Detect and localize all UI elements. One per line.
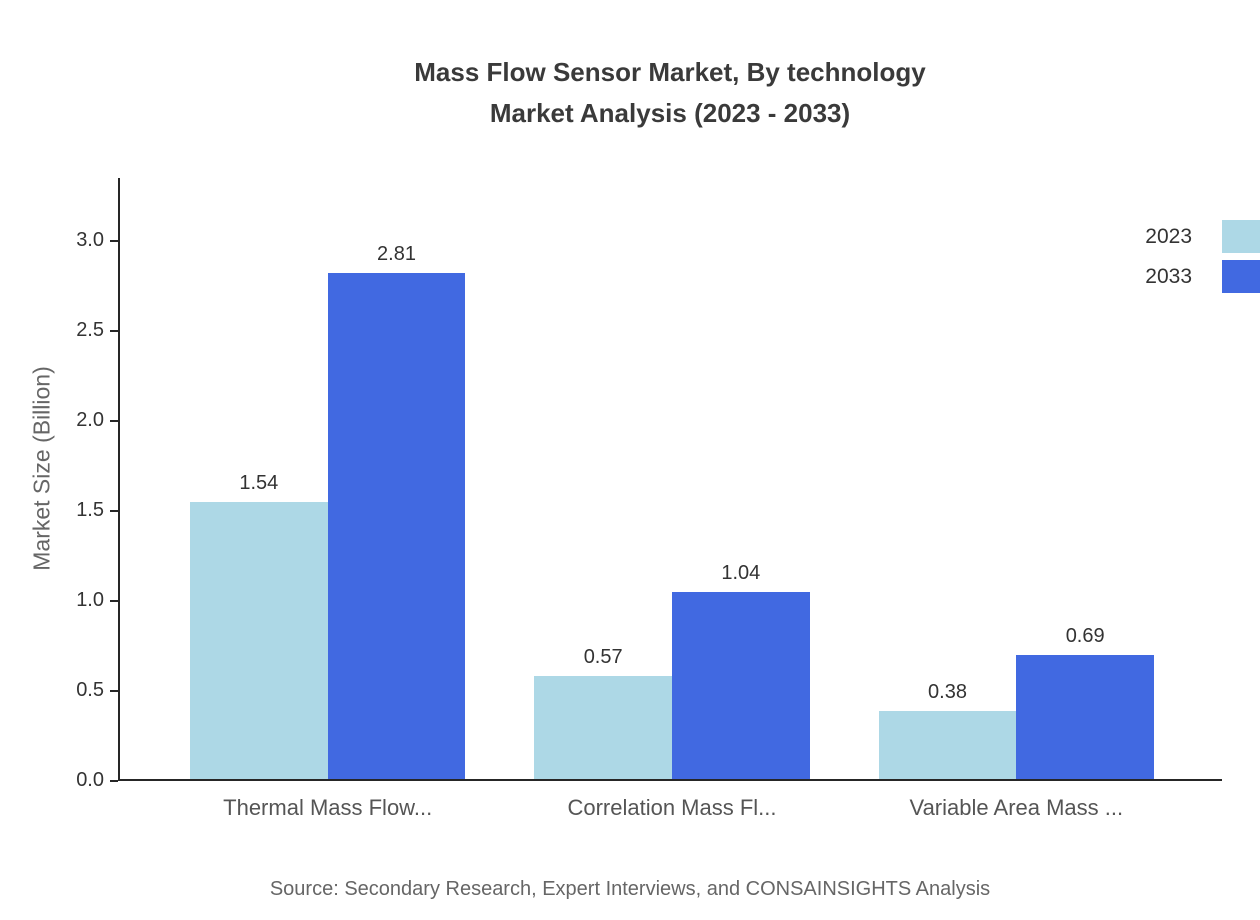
chart-title-line1: Mass Flow Sensor Market, By technology [414, 57, 926, 87]
legend-item-2023: 2023 [1145, 220, 1260, 253]
bar-value-label: 1.54 [239, 471, 279, 494]
bar-value-label: 0.69 [1065, 624, 1105, 647]
legend-label: 2023 [1145, 224, 1192, 248]
y-tick-label: 2.0 [76, 409, 104, 431]
y-tick-label: 1.5 [76, 499, 104, 521]
y-tick-mark [110, 240, 118, 242]
bar-2033-category-2 [1016, 654, 1154, 779]
chart-title: Mass Flow Sensor Market, By technology M… [80, 52, 1260, 134]
x-category-label: Thermal Mass Flow... [223, 795, 433, 820]
legend: 2023 2033 [1145, 220, 1260, 300]
y-tick-mark [110, 600, 118, 602]
bar-value-label: 0.38 [928, 680, 967, 703]
y-tick-label: 2.5 [76, 319, 104, 341]
y-axis-label: Market Size (Billion) [28, 366, 55, 571]
y-tick-mark [110, 330, 118, 332]
y-tick-mark [110, 510, 118, 512]
bar-value-label: 1.04 [721, 561, 761, 584]
y-tick-label: 0.5 [76, 679, 104, 701]
y-tick-mark [110, 420, 118, 422]
bar-value-label: 2.81 [377, 243, 416, 266]
legend-swatch [1222, 220, 1260, 253]
source-attribution: Source: Secondary Research, Expert Inter… [269, 878, 991, 900]
bar-2023-category-0 [190, 501, 328, 779]
y-tick-label: 3.0 [76, 229, 104, 251]
legend-label: 2033 [1145, 264, 1192, 288]
legend-swatch [1222, 260, 1260, 293]
y-tick-label: 1.0 [76, 589, 104, 611]
chart-title-line2: Market Analysis (2023 - 2033) [489, 98, 851, 128]
bar-2023-category-1 [534, 676, 672, 779]
bar-value-label: 0.57 [583, 646, 623, 669]
y-tick-mark [110, 690, 118, 692]
bar-2023-category-2 [878, 710, 1017, 779]
legend-item-2033: 2033 [1145, 260, 1260, 293]
x-category-label: Variable Area Mass ... [909, 795, 1124, 820]
x-category-label: Correlation Mass Fl... [567, 795, 777, 820]
plot-area: 0.0 0.5 1.0 1.5 2.0 2.5 3.0 1.54 0.57 0.38 2.81 1.0… [76, 178, 1222, 820]
bar-2033-category-0 [327, 273, 466, 779]
y-tick-mark [110, 780, 118, 782]
bar-2033-category-1 [672, 591, 810, 779]
y-tick-label: 0.0 [76, 769, 104, 791]
